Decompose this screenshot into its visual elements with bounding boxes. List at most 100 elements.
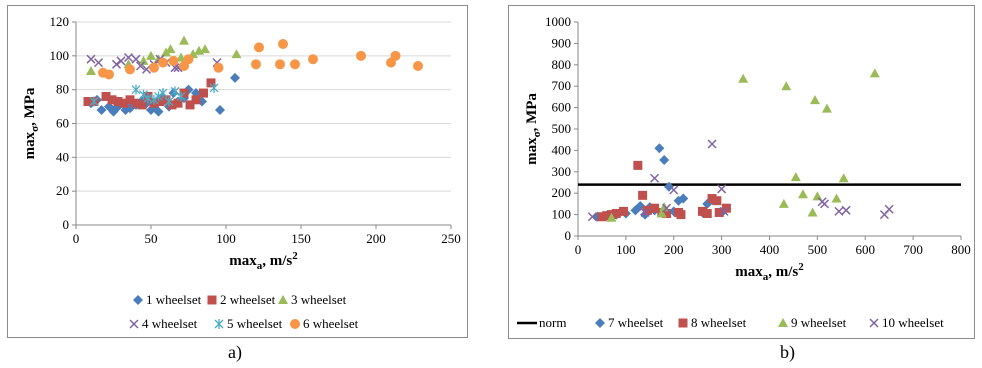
x-tick-label: 300	[712, 242, 732, 257]
data-point	[356, 50, 366, 61]
y-tick-label: 500	[552, 121, 572, 136]
data-point	[659, 155, 670, 166]
legend-swatch	[778, 318, 788, 327]
legend-label: norm	[539, 315, 566, 330]
y-tick-label: 120	[50, 14, 70, 29]
data-point	[790, 172, 801, 182]
y-tick-label: 60	[56, 116, 69, 131]
data-point	[812, 191, 823, 201]
legend-label: 6 wheelset	[303, 316, 359, 331]
data-point	[206, 78, 216, 88]
data-point	[633, 160, 643, 170]
data-point	[139, 89, 148, 100]
panel-a: 0 20 40 60 80 100 120 0 50 100 150 200 250 maxa, m/s2…	[0, 0, 470, 368]
data-point	[308, 54, 318, 65]
legend-label: 3 wheelset	[291, 292, 347, 307]
y-axis-label: maxσ, MPa	[22, 87, 41, 159]
chart-b-frame	[508, 5, 975, 339]
data-point	[135, 61, 146, 71]
y-tick-label: 200	[552, 185, 572, 200]
data-point	[831, 193, 842, 203]
data-point	[185, 100, 195, 110]
data-point	[809, 95, 820, 105]
y-tick-label: 100	[552, 207, 572, 222]
y-tick-label: 800	[552, 57, 572, 72]
data-point	[654, 143, 665, 154]
data-point	[611, 209, 621, 219]
data-point	[123, 52, 134, 63]
data-point	[798, 189, 809, 199]
data-point	[165, 44, 176, 54]
data-point	[107, 95, 117, 105]
panel-b: 0 100 200 300 400 500 600 700 800 900 1000 0 100 200 3…	[470, 0, 982, 368]
x-axis-label: maxa, m/s2	[229, 250, 298, 272]
data-point	[191, 95, 201, 105]
x-tick-label: 200	[664, 242, 684, 257]
data-point	[86, 54, 96, 64]
data-point	[251, 59, 261, 70]
data-point	[179, 35, 189, 45]
data-point	[635, 201, 646, 212]
x-tick-label: 700	[903, 242, 923, 257]
legend-swatch	[214, 319, 224, 329]
data-point	[717, 184, 727, 194]
data-point	[113, 97, 123, 107]
y-tick-label: 400	[552, 142, 572, 157]
data-point	[154, 91, 163, 102]
data-point	[884, 204, 894, 214]
data-point	[215, 104, 225, 115]
data-point	[702, 198, 713, 209]
data-point	[173, 98, 183, 108]
y-tick-label: 80	[56, 82, 69, 97]
data-point	[702, 209, 712, 219]
data-point	[290, 59, 300, 70]
data-point	[707, 194, 717, 204]
y-tick-label: 40	[56, 149, 69, 164]
y-tick-label: 20	[56, 183, 69, 198]
data-point	[138, 55, 149, 65]
data-point	[119, 98, 129, 108]
x-tick-label: 0	[575, 242, 582, 257]
data-point	[125, 95, 135, 105]
data-point	[618, 206, 628, 216]
y-axis-label: maxσ, MPa	[524, 93, 543, 165]
x-tick-label: 800	[951, 242, 971, 257]
y-tick-label: 700	[552, 78, 572, 93]
data-point	[821, 103, 832, 113]
y-tick-label: 0	[63, 217, 70, 232]
data-point	[738, 73, 749, 83]
data-point	[149, 94, 159, 105]
data-point	[275, 59, 285, 70]
y-tick-label: 0	[565, 228, 572, 243]
data-point	[209, 82, 219, 93]
legend-swatch	[869, 318, 879, 328]
data-point	[838, 173, 849, 183]
data-point	[413, 60, 423, 71]
legend-label: 5 wheelset	[227, 316, 283, 331]
legend-label: 1 wheelset	[146, 292, 202, 307]
data-point	[278, 38, 288, 49]
data-point	[149, 62, 159, 73]
data-point	[587, 212, 597, 222]
legend-label: 9 wheelset	[791, 315, 847, 330]
x-tick-label: 600	[856, 242, 876, 257]
data-point	[254, 42, 264, 53]
data-point	[640, 207, 650, 217]
data-point	[650, 203, 660, 213]
data-point	[719, 206, 729, 216]
data-point	[638, 190, 648, 200]
data-point	[662, 209, 672, 219]
data-point	[602, 211, 612, 221]
data-point	[707, 139, 717, 149]
y-tick-label: 300	[552, 164, 572, 179]
data-point	[83, 97, 93, 107]
data-point	[146, 50, 156, 60]
data-point	[111, 59, 122, 69]
subcaption-a: a)	[228, 342, 242, 362]
x-tick-label: 200	[366, 231, 386, 246]
legend-label: 4 wheelset	[142, 316, 198, 331]
data-point	[697, 206, 707, 216]
y-tick-label: 1000	[545, 14, 571, 29]
x-tick-label: 250	[441, 231, 461, 246]
data-point	[104, 69, 114, 80]
